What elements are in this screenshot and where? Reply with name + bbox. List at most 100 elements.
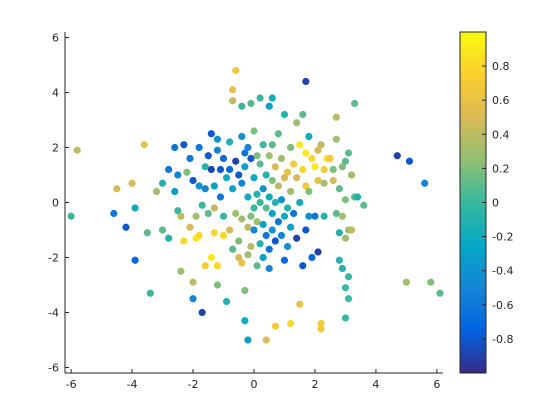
- data-point: [341, 284, 350, 292]
- colorbar-tick-label: 0.6: [492, 94, 510, 107]
- data-point: [250, 127, 258, 135]
- data-point: [219, 231, 228, 240]
- data-points: [67, 66, 444, 344]
- data-point: [165, 234, 173, 242]
- data-point: [347, 226, 356, 234]
- data-point: [268, 141, 276, 149]
- data-point: [177, 267, 185, 275]
- data-point: [213, 135, 222, 143]
- data-point: [122, 223, 130, 231]
- data-point: [189, 295, 197, 303]
- colorbar-ticks: -0.8 -0.6 -0.4 -0.2 0 0.2 0.4 0.6 0.8: [482, 60, 513, 346]
- y-tick-label: 0: [52, 197, 59, 210]
- y-tick-label: 4: [52, 87, 59, 100]
- data-point: [320, 179, 328, 187]
- data-point: [222, 297, 231, 306]
- data-point: [402, 278, 411, 286]
- data-point: [317, 319, 325, 328]
- data-point: [271, 163, 279, 171]
- data-point: [302, 77, 310, 86]
- data-point: [67, 212, 75, 220]
- data-point: [195, 143, 203, 152]
- data-point: [207, 165, 215, 174]
- data-point: [320, 212, 328, 220]
- data-point: [186, 154, 194, 163]
- data-point: [350, 99, 359, 108]
- data-point: [265, 193, 273, 201]
- colorbar-tick-label: 0: [492, 197, 499, 210]
- data-point: [177, 212, 185, 220]
- data-point: [213, 281, 222, 289]
- data-point: [341, 196, 350, 204]
- data-point: [216, 165, 225, 174]
- data-point: [274, 130, 282, 138]
- data-point: [210, 229, 218, 237]
- data-point: [229, 86, 237, 94]
- data-point: [259, 220, 267, 229]
- data-point: [305, 212, 313, 220]
- data-point: [265, 152, 273, 160]
- data-point: [302, 182, 310, 190]
- data-point: [219, 154, 228, 163]
- data-point: [195, 182, 203, 190]
- colorbar: -0.8 -0.6 -0.4 -0.2 0 0.2 0.4 0.6 0.8: [459, 31, 513, 374]
- data-point: [171, 143, 179, 152]
- data-point: [207, 130, 215, 138]
- data-point: [131, 256, 139, 264]
- colorbar-tick-label: -0.8: [492, 333, 513, 346]
- data-point: [146, 289, 154, 297]
- data-point: [421, 179, 429, 187]
- data-point: [256, 240, 264, 248]
- data-point: [286, 187, 295, 196]
- data-point: [204, 152, 212, 160]
- data-point: [280, 212, 289, 220]
- data-point: [290, 209, 298, 218]
- data-point: [338, 212, 347, 220]
- data-point: [317, 325, 325, 333]
- data-point: [262, 204, 270, 212]
- colorbar-tick-label: 0.4: [492, 128, 510, 141]
- data-point: [241, 149, 249, 157]
- data-point: [244, 251, 252, 259]
- colorbar-tick-label: -0.4: [492, 265, 513, 278]
- data-point: [113, 185, 121, 193]
- data-point: [256, 160, 264, 168]
- data-point: [265, 102, 273, 110]
- data-point: [222, 174, 231, 182]
- data-point: [192, 212, 200, 220]
- data-point: [305, 132, 313, 141]
- data-point: [201, 185, 209, 193]
- data-point: [250, 226, 258, 234]
- data-point: [332, 209, 340, 218]
- data-point: [247, 99, 255, 108]
- data-point: [229, 97, 237, 105]
- data-point: [280, 174, 289, 182]
- data-point: [247, 154, 255, 163]
- data-point: [247, 212, 255, 220]
- data-point: [232, 66, 240, 75]
- data-point: [174, 171, 182, 179]
- x-tick-label: 0: [251, 378, 258, 391]
- data-point: [256, 94, 264, 102]
- data-point: [305, 187, 313, 196]
- data-point: [341, 157, 350, 165]
- data-point: [198, 201, 206, 209]
- data-point: [259, 185, 267, 193]
- data-point: [393, 152, 401, 160]
- data-point: [296, 300, 304, 308]
- data-point: [268, 226, 276, 234]
- data-point: [354, 193, 362, 201]
- data-point: [283, 168, 292, 176]
- data-point: [110, 209, 118, 218]
- data-point: [207, 253, 215, 262]
- data-point: [332, 135, 340, 143]
- y-tick-label: -4: [48, 307, 59, 320]
- data-point: [265, 264, 273, 273]
- data-point: [360, 201, 368, 209]
- data-point: [216, 193, 225, 201]
- data-point: [268, 209, 276, 218]
- data-point: [314, 248, 322, 256]
- data-point: [274, 218, 282, 226]
- data-point: [186, 223, 194, 231]
- y-tick-label: 2: [52, 142, 59, 155]
